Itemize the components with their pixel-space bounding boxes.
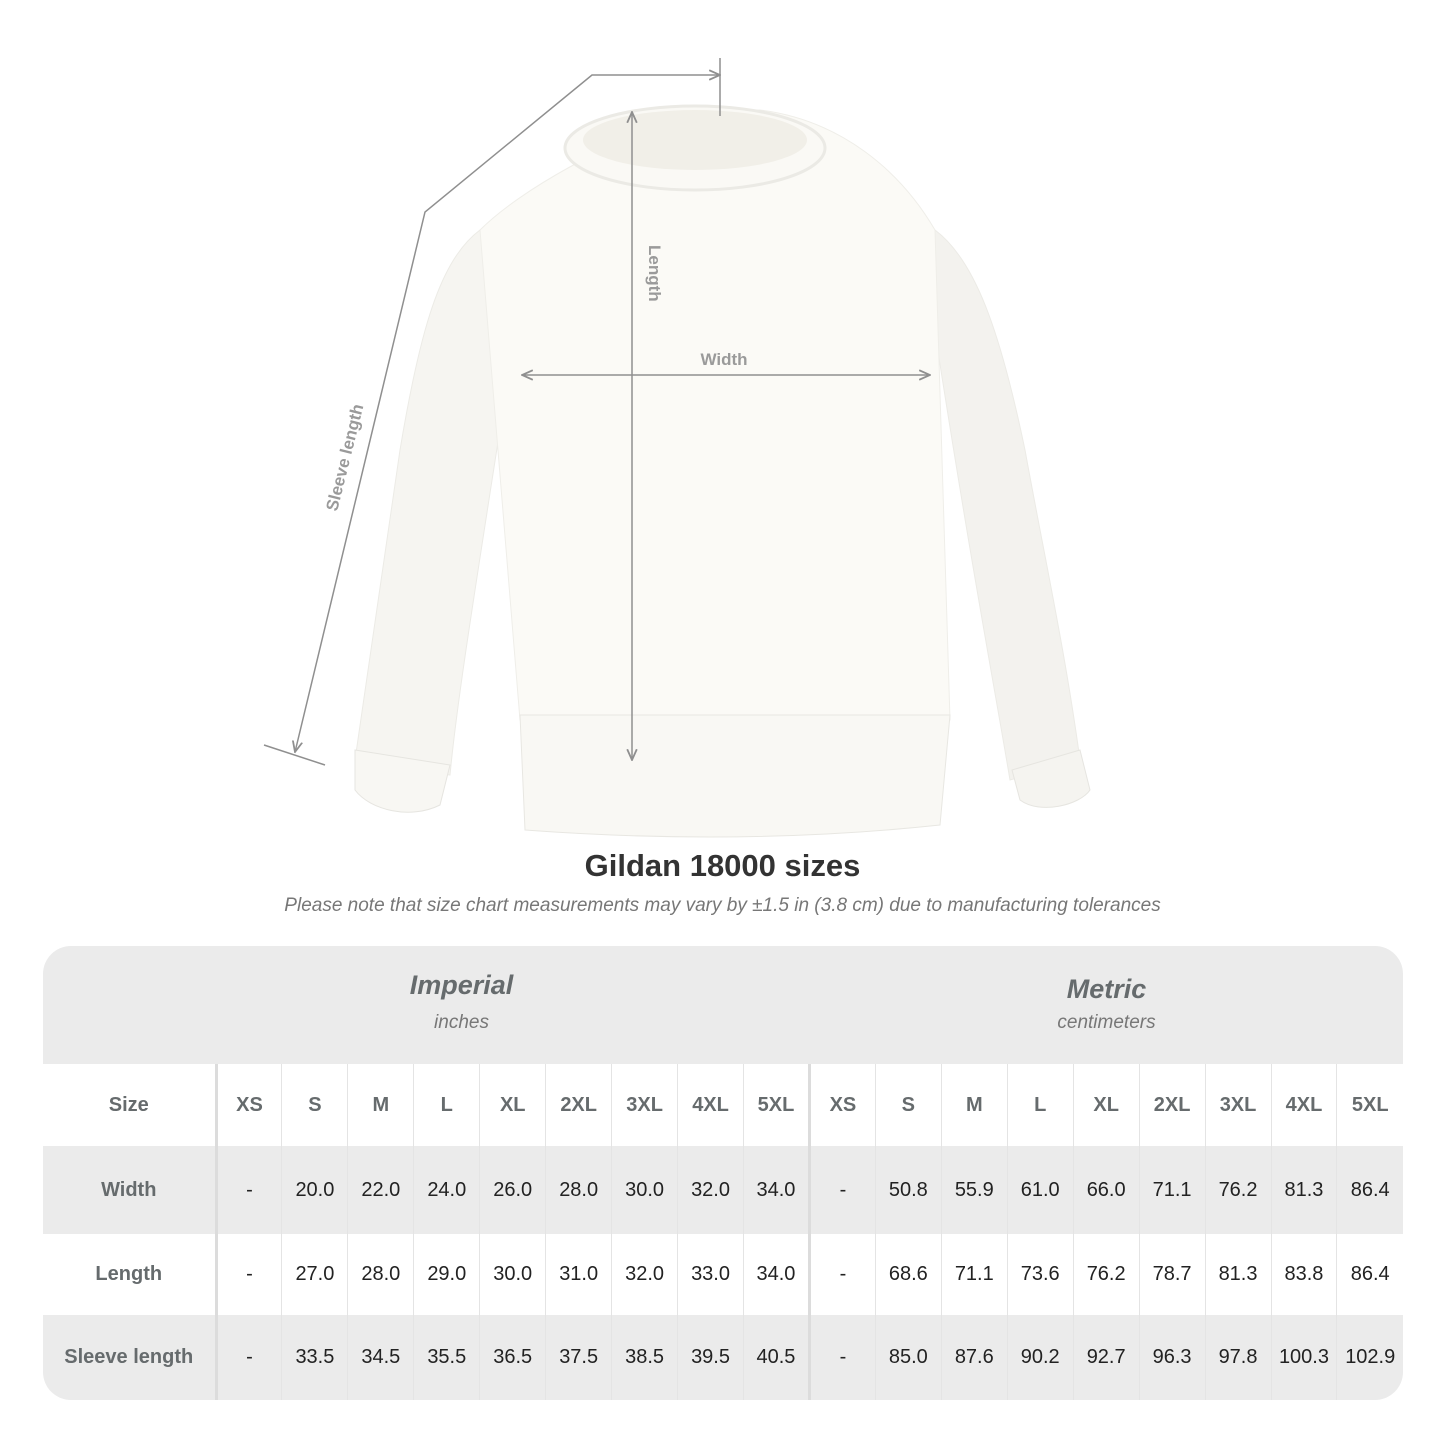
table-row: Sleeve length -33.5 34.5 35.5 36.5 37.5 38.5 39… xyxy=(43,1315,1403,1400)
metric-cell: - xyxy=(807,1315,876,1400)
metric-cell: 50.8 xyxy=(874,1146,942,1234)
metric-cell: - xyxy=(807,1146,876,1234)
imperial-size-4XL: 4XL xyxy=(677,1064,744,1146)
imperial-cell: 28.0 xyxy=(545,1146,612,1234)
metric-cell: 87.6 xyxy=(940,1315,1008,1400)
imperial-cell: 22.0 xyxy=(347,1146,414,1234)
metric-cell: 86.4 xyxy=(1336,1234,1403,1315)
metric-cell: 102.9 xyxy=(1336,1315,1403,1400)
imperial-cell: 34.5 xyxy=(347,1315,414,1400)
imperial-size-L: L xyxy=(413,1064,480,1146)
imperial-size-M: M xyxy=(347,1064,414,1146)
size-chart: Imperial inches Metric centimeters Size X… xyxy=(43,946,1403,1400)
imperial-cell: 37.5 xyxy=(545,1315,612,1400)
imperial-cell: 20.0 xyxy=(281,1146,348,1234)
imperial-cell: 34.0 xyxy=(743,1234,810,1315)
width-label: Width xyxy=(700,350,747,369)
metric-cell: 86.4 xyxy=(1336,1146,1403,1234)
metric-title: Metric xyxy=(1066,974,1147,1004)
row-label: Width xyxy=(43,1146,218,1234)
metric-cell: 55.9 xyxy=(940,1146,1008,1234)
metric-size-M: M xyxy=(940,1064,1008,1146)
metric-size-3XL: 3XL xyxy=(1204,1064,1271,1146)
imperial-cell: 26.0 xyxy=(479,1146,546,1234)
imperial-cell: 32.0 xyxy=(677,1146,744,1234)
table-row: Length -27.0 28.0 29.0 30.0 31.0 32.0 33.0 34.0-… xyxy=(43,1234,1403,1315)
metric-cell: 83.8 xyxy=(1270,1234,1337,1315)
imperial-size-XL: XL xyxy=(479,1064,546,1146)
imperial-size-XS: XS xyxy=(215,1064,282,1146)
metric-cell: 68.6 xyxy=(874,1234,942,1315)
imperial-cell: 24.0 xyxy=(413,1146,480,1234)
imperial-cell: 31.0 xyxy=(545,1234,612,1315)
metric-size-2XL: 2XL xyxy=(1138,1064,1206,1146)
row-label: Sleeve length xyxy=(43,1315,218,1400)
imperial-size-3XL: 3XL xyxy=(611,1064,678,1146)
imperial-cell: 27.0 xyxy=(281,1234,348,1315)
imperial-cell: 29.0 xyxy=(413,1234,480,1315)
imperial-cell: 36.5 xyxy=(479,1315,546,1400)
metric-unit: centimeters xyxy=(1057,1012,1156,1033)
metric-header: Metric centimeters xyxy=(810,946,1403,1064)
imperial-cell: 30.0 xyxy=(611,1146,678,1234)
imperial-title: Imperial xyxy=(409,970,514,1000)
tolerance-note: Please note that size chart measurements… xyxy=(284,895,1161,916)
metric-cell: 96.3 xyxy=(1138,1315,1206,1400)
metric-cell: 71.1 xyxy=(1138,1146,1206,1234)
sleeve-length-label: Sleeve length xyxy=(322,402,367,513)
imperial-size-2XL: 2XL xyxy=(545,1064,612,1146)
metric-cell: 76.2 xyxy=(1204,1146,1271,1234)
imperial-cell: 39.5 xyxy=(677,1315,744,1400)
imperial-size-S: S xyxy=(281,1064,348,1146)
metric-cell: 71.1 xyxy=(940,1234,1008,1315)
metric-cell: 85.0 xyxy=(874,1315,942,1400)
metric-size-XL: XL xyxy=(1072,1064,1140,1146)
imperial-cell: 28.0 xyxy=(347,1234,414,1315)
imperial-cell: 38.5 xyxy=(611,1315,678,1400)
size-table: Size XS S M L XL 2XL 3XL 4XL 5XL XS S M L XL 2XL 3XL 4XL 5… xyxy=(43,1064,1403,1400)
sweatshirt-illustration: Length Width Sleeve length xyxy=(263,58,1091,838)
imperial-cell: 30.0 xyxy=(479,1234,546,1315)
imperial-cell: - xyxy=(215,1234,282,1315)
sleeve-dimension-line xyxy=(295,75,720,752)
imperial-cell: 33.0 xyxy=(677,1234,744,1315)
imperial-header: Imperial inches xyxy=(43,946,810,1064)
imperial-unit: inches xyxy=(434,1012,489,1033)
table-row: Width -20.0 22.0 24.0 26.0 28.0 30.0 32.0 34.0-5… xyxy=(43,1146,1403,1234)
size-label: Size xyxy=(43,1064,218,1146)
metric-cell: 78.7 xyxy=(1138,1234,1206,1315)
imperial-cell: 33.5 xyxy=(281,1315,348,1400)
metric-cell: - xyxy=(807,1234,876,1315)
metric-cell: 81.3 xyxy=(1204,1234,1271,1315)
sweatshirt-image xyxy=(354,104,1091,838)
metric-cell: 92.7 xyxy=(1072,1315,1140,1400)
length-label: Length xyxy=(645,245,664,302)
imperial-size-5XL: 5XL xyxy=(743,1064,810,1146)
metric-size-XS: XS xyxy=(807,1064,876,1146)
metric-cell: 97.8 xyxy=(1204,1315,1271,1400)
metric-cell: 73.6 xyxy=(1006,1234,1074,1315)
metric-cell: 61.0 xyxy=(1006,1146,1074,1234)
imperial-cell: - xyxy=(215,1315,282,1400)
metric-cell: 66.0 xyxy=(1072,1146,1140,1234)
imperial-cell: - xyxy=(215,1146,282,1234)
metric-size-4XL: 4XL xyxy=(1270,1064,1337,1146)
row-label: Length xyxy=(43,1234,218,1315)
metric-size-S: S xyxy=(874,1064,942,1146)
page-title: Gildan 18000 sizes xyxy=(584,848,861,883)
metric-size-5XL: 5XL xyxy=(1336,1064,1403,1146)
metric-cell: 100.3 xyxy=(1270,1315,1337,1400)
metric-cell: 90.2 xyxy=(1006,1315,1074,1400)
imperial-cell: 40.5 xyxy=(743,1315,810,1400)
metric-cell: 76.2 xyxy=(1072,1234,1140,1315)
metric-size-L: L xyxy=(1006,1064,1074,1146)
imperial-cell: 34.0 xyxy=(743,1146,810,1234)
imperial-cell: 35.5 xyxy=(413,1315,480,1400)
imperial-cell: 32.0 xyxy=(611,1234,678,1315)
size-header-row: Size XS S M L XL 2XL 3XL 4XL 5XL XS S M L XL 2XL 3XL 4XL 5… xyxy=(43,1064,1403,1146)
metric-cell: 81.3 xyxy=(1270,1146,1337,1234)
